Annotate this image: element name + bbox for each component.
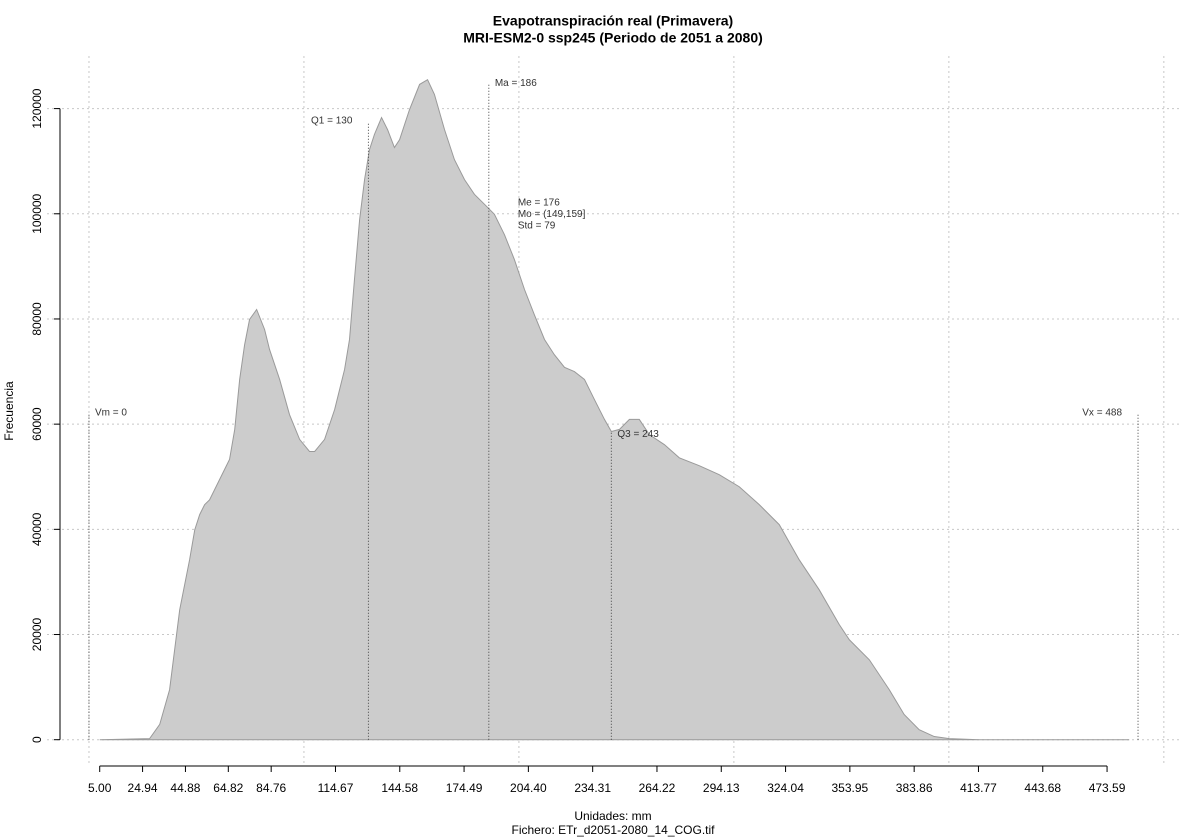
- y-tick-label: 40000: [30, 512, 44, 546]
- x-tick-label: 144.58: [381, 781, 418, 795]
- stat-label: Q1 = 130: [311, 115, 353, 126]
- caption: Fichero: ETr_d2051-2080_14_COG.tif: [512, 823, 716, 837]
- y-tick-label: 60000: [30, 407, 44, 441]
- x-tick-label: 44.88: [170, 781, 200, 795]
- x-tick-label: 114.67: [318, 781, 354, 795]
- x-tick-label: 413.77: [960, 781, 997, 795]
- x-tick-label: 174.49: [446, 781, 483, 795]
- y-tick-label: 0: [30, 736, 44, 743]
- stat-text: Mo = (149,159]: [518, 209, 586, 220]
- x-tick-label: 204.40: [510, 781, 547, 795]
- x-axis-label: Unidades: mm: [574, 809, 651, 823]
- x-tick-label: 234.31: [574, 781, 611, 795]
- stat-label: Ma = 186: [495, 78, 537, 89]
- x-tick-label: 64.82: [213, 781, 243, 795]
- y-tick-label: 120000: [30, 88, 44, 128]
- y-tick-label: 20000: [30, 618, 44, 652]
- y-axis-label: Frecuencia: [2, 381, 16, 441]
- x-tick-label: 353.95: [832, 781, 869, 795]
- chart-title: Evapotranspiración real (Primavera): [493, 13, 733, 29]
- x-tick-label: 473.59: [1089, 781, 1126, 795]
- x-tick-label: 383.86: [896, 781, 933, 795]
- x-tick-label: 294.13: [703, 781, 740, 795]
- x-tick-label: 5.00: [88, 781, 112, 795]
- stat-text: Std = 79: [518, 221, 556, 232]
- stat-label: Vm = 0: [95, 407, 127, 418]
- x-tick-label: 84.76: [256, 781, 286, 795]
- stat-label: Vx = 488: [1082, 407, 1122, 418]
- x-tick-label: 24.94: [128, 781, 158, 795]
- y-tick-label: 100000: [30, 193, 44, 233]
- stat-text: Me = 176: [518, 198, 560, 209]
- stat-label: Q3 = 243: [617, 429, 659, 440]
- x-tick-label: 264.22: [639, 781, 676, 795]
- chart-subtitle: MRI-ESM2-0 ssp245 (Periodo de 2051 a 208…: [463, 30, 763, 46]
- density-area: [99, 78, 1130, 741]
- x-tick-label: 324.04: [767, 781, 804, 795]
- y-tick-label: 80000: [30, 302, 44, 336]
- x-tick-label: 443.68: [1024, 781, 1061, 795]
